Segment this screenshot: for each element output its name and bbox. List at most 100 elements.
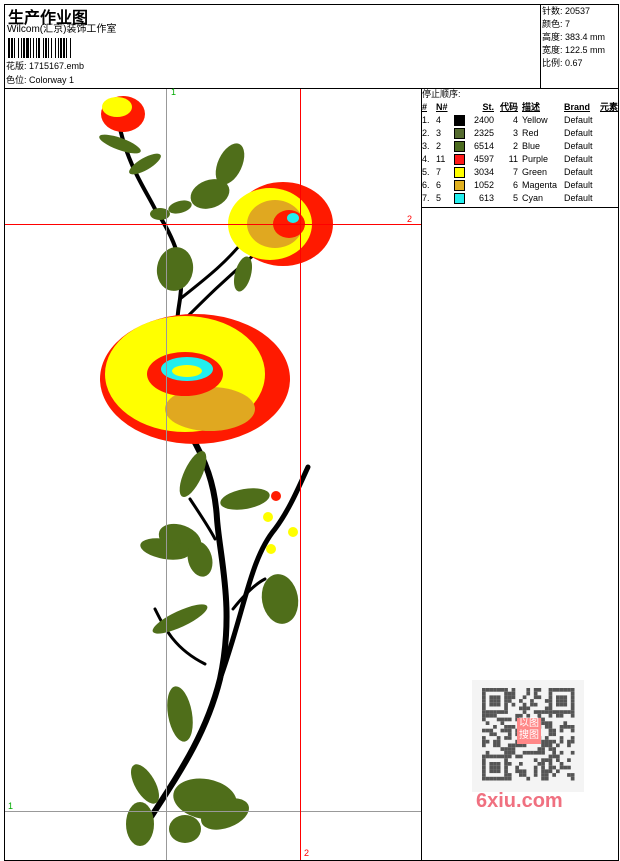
qr-module	[530, 702, 534, 707]
qr-module	[496, 769, 501, 774]
barcode-bar	[8, 38, 10, 58]
color-swatch	[454, 193, 465, 205]
row-needle: 7	[436, 167, 442, 177]
row-stitches: 3034	[473, 167, 494, 177]
barcode-bar	[63, 38, 65, 58]
qr-module	[504, 699, 508, 703]
qr-module	[507, 754, 512, 759]
qr-module	[570, 750, 575, 755]
row-description: Purple	[522, 154, 549, 164]
qr-module	[570, 773, 575, 777]
qr-module	[570, 688, 575, 692]
qr-module	[559, 765, 564, 770]
qr-module	[504, 769, 508, 774]
qr-module	[541, 773, 545, 777]
qr-module	[504, 725, 508, 729]
qr-module	[489, 702, 494, 707]
qr-module	[493, 695, 497, 700]
qr-module	[504, 758, 508, 762]
qr-module	[552, 754, 556, 759]
qr-module	[504, 747, 508, 751]
qr-module	[541, 743, 545, 748]
qr-module	[548, 762, 553, 766]
qr-module	[482, 728, 486, 733]
qr-module	[500, 728, 505, 733]
qr-module	[544, 743, 549, 748]
barcode-bar	[22, 38, 23, 58]
qr-module	[511, 695, 516, 700]
qr-module	[504, 702, 508, 707]
row-code: 5	[512, 193, 518, 203]
qr-module	[504, 710, 508, 714]
guide-horizontal-1	[5, 811, 421, 812]
barcode-bar	[55, 38, 56, 58]
qr-module	[537, 688, 542, 692]
qr-module	[493, 725, 497, 729]
qr-module	[530, 699, 534, 703]
qr-module	[482, 702, 486, 707]
qr-module	[544, 725, 549, 729]
qr-module	[563, 725, 568, 729]
qr-module	[489, 769, 494, 774]
qr-module	[548, 725, 553, 729]
watermark-text: 6xiu.com	[476, 790, 563, 812]
row-code: 4	[512, 115, 518, 125]
qr-module	[489, 776, 494, 781]
color-count: 颜色: 7	[542, 19, 571, 29]
qr-module	[507, 743, 512, 748]
row-code: 6	[512, 180, 518, 190]
qr-module	[537, 695, 542, 700]
row-stitches: 6514	[473, 141, 494, 151]
qr-module	[559, 699, 564, 703]
qr-module	[493, 732, 497, 737]
qr-module	[493, 699, 497, 703]
barcode-bar	[29, 38, 30, 58]
qr-module	[496, 765, 501, 770]
qr-module	[533, 695, 538, 700]
qr-module	[482, 769, 486, 774]
qr-module	[485, 710, 490, 714]
barcode-bar	[62, 38, 63, 58]
qr-module	[493, 776, 497, 781]
qr-module	[552, 747, 556, 751]
color-swatch	[454, 154, 465, 166]
qr-module	[482, 713, 486, 718]
barcode-bar	[31, 38, 33, 58]
row-needle: 2	[436, 141, 442, 151]
qr-module	[570, 695, 575, 700]
row-index: 1.	[422, 115, 430, 125]
qr-module	[570, 728, 575, 733]
qr-module	[559, 695, 564, 700]
qr-module	[511, 702, 516, 707]
qr-module	[507, 725, 512, 729]
barcode-bar	[66, 38, 67, 58]
qr-module	[493, 702, 497, 707]
qr-module	[500, 717, 505, 722]
qr-module	[507, 732, 512, 737]
col-stitches: St.	[482, 102, 494, 112]
qr-module	[515, 769, 519, 774]
barcode-bar	[52, 38, 55, 58]
guide-vertical-2	[300, 89, 301, 860]
barcode-bar	[51, 38, 52, 58]
row-needle: 3	[436, 128, 442, 138]
qr-module	[496, 754, 501, 759]
qr-module	[567, 743, 571, 748]
qr-module	[556, 695, 560, 700]
berries	[263, 491, 298, 554]
qr-module	[533, 702, 538, 707]
col-element: 元素	[600, 102, 619, 112]
qr-module	[548, 702, 553, 707]
qr-module	[570, 739, 575, 744]
stop-row: 4. 11 4597 11 Purple Default	[422, 153, 618, 166]
row-brand: Default	[564, 180, 593, 190]
qr-module	[548, 754, 553, 759]
qr-module	[519, 743, 523, 748]
qr-module	[548, 769, 553, 774]
barcode-bar	[47, 38, 48, 58]
qr-module	[515, 765, 519, 770]
qr-code: 以图搜图	[472, 680, 584, 792]
qr-module	[548, 695, 553, 700]
qr-module	[526, 776, 531, 781]
qr-module	[541, 765, 545, 770]
